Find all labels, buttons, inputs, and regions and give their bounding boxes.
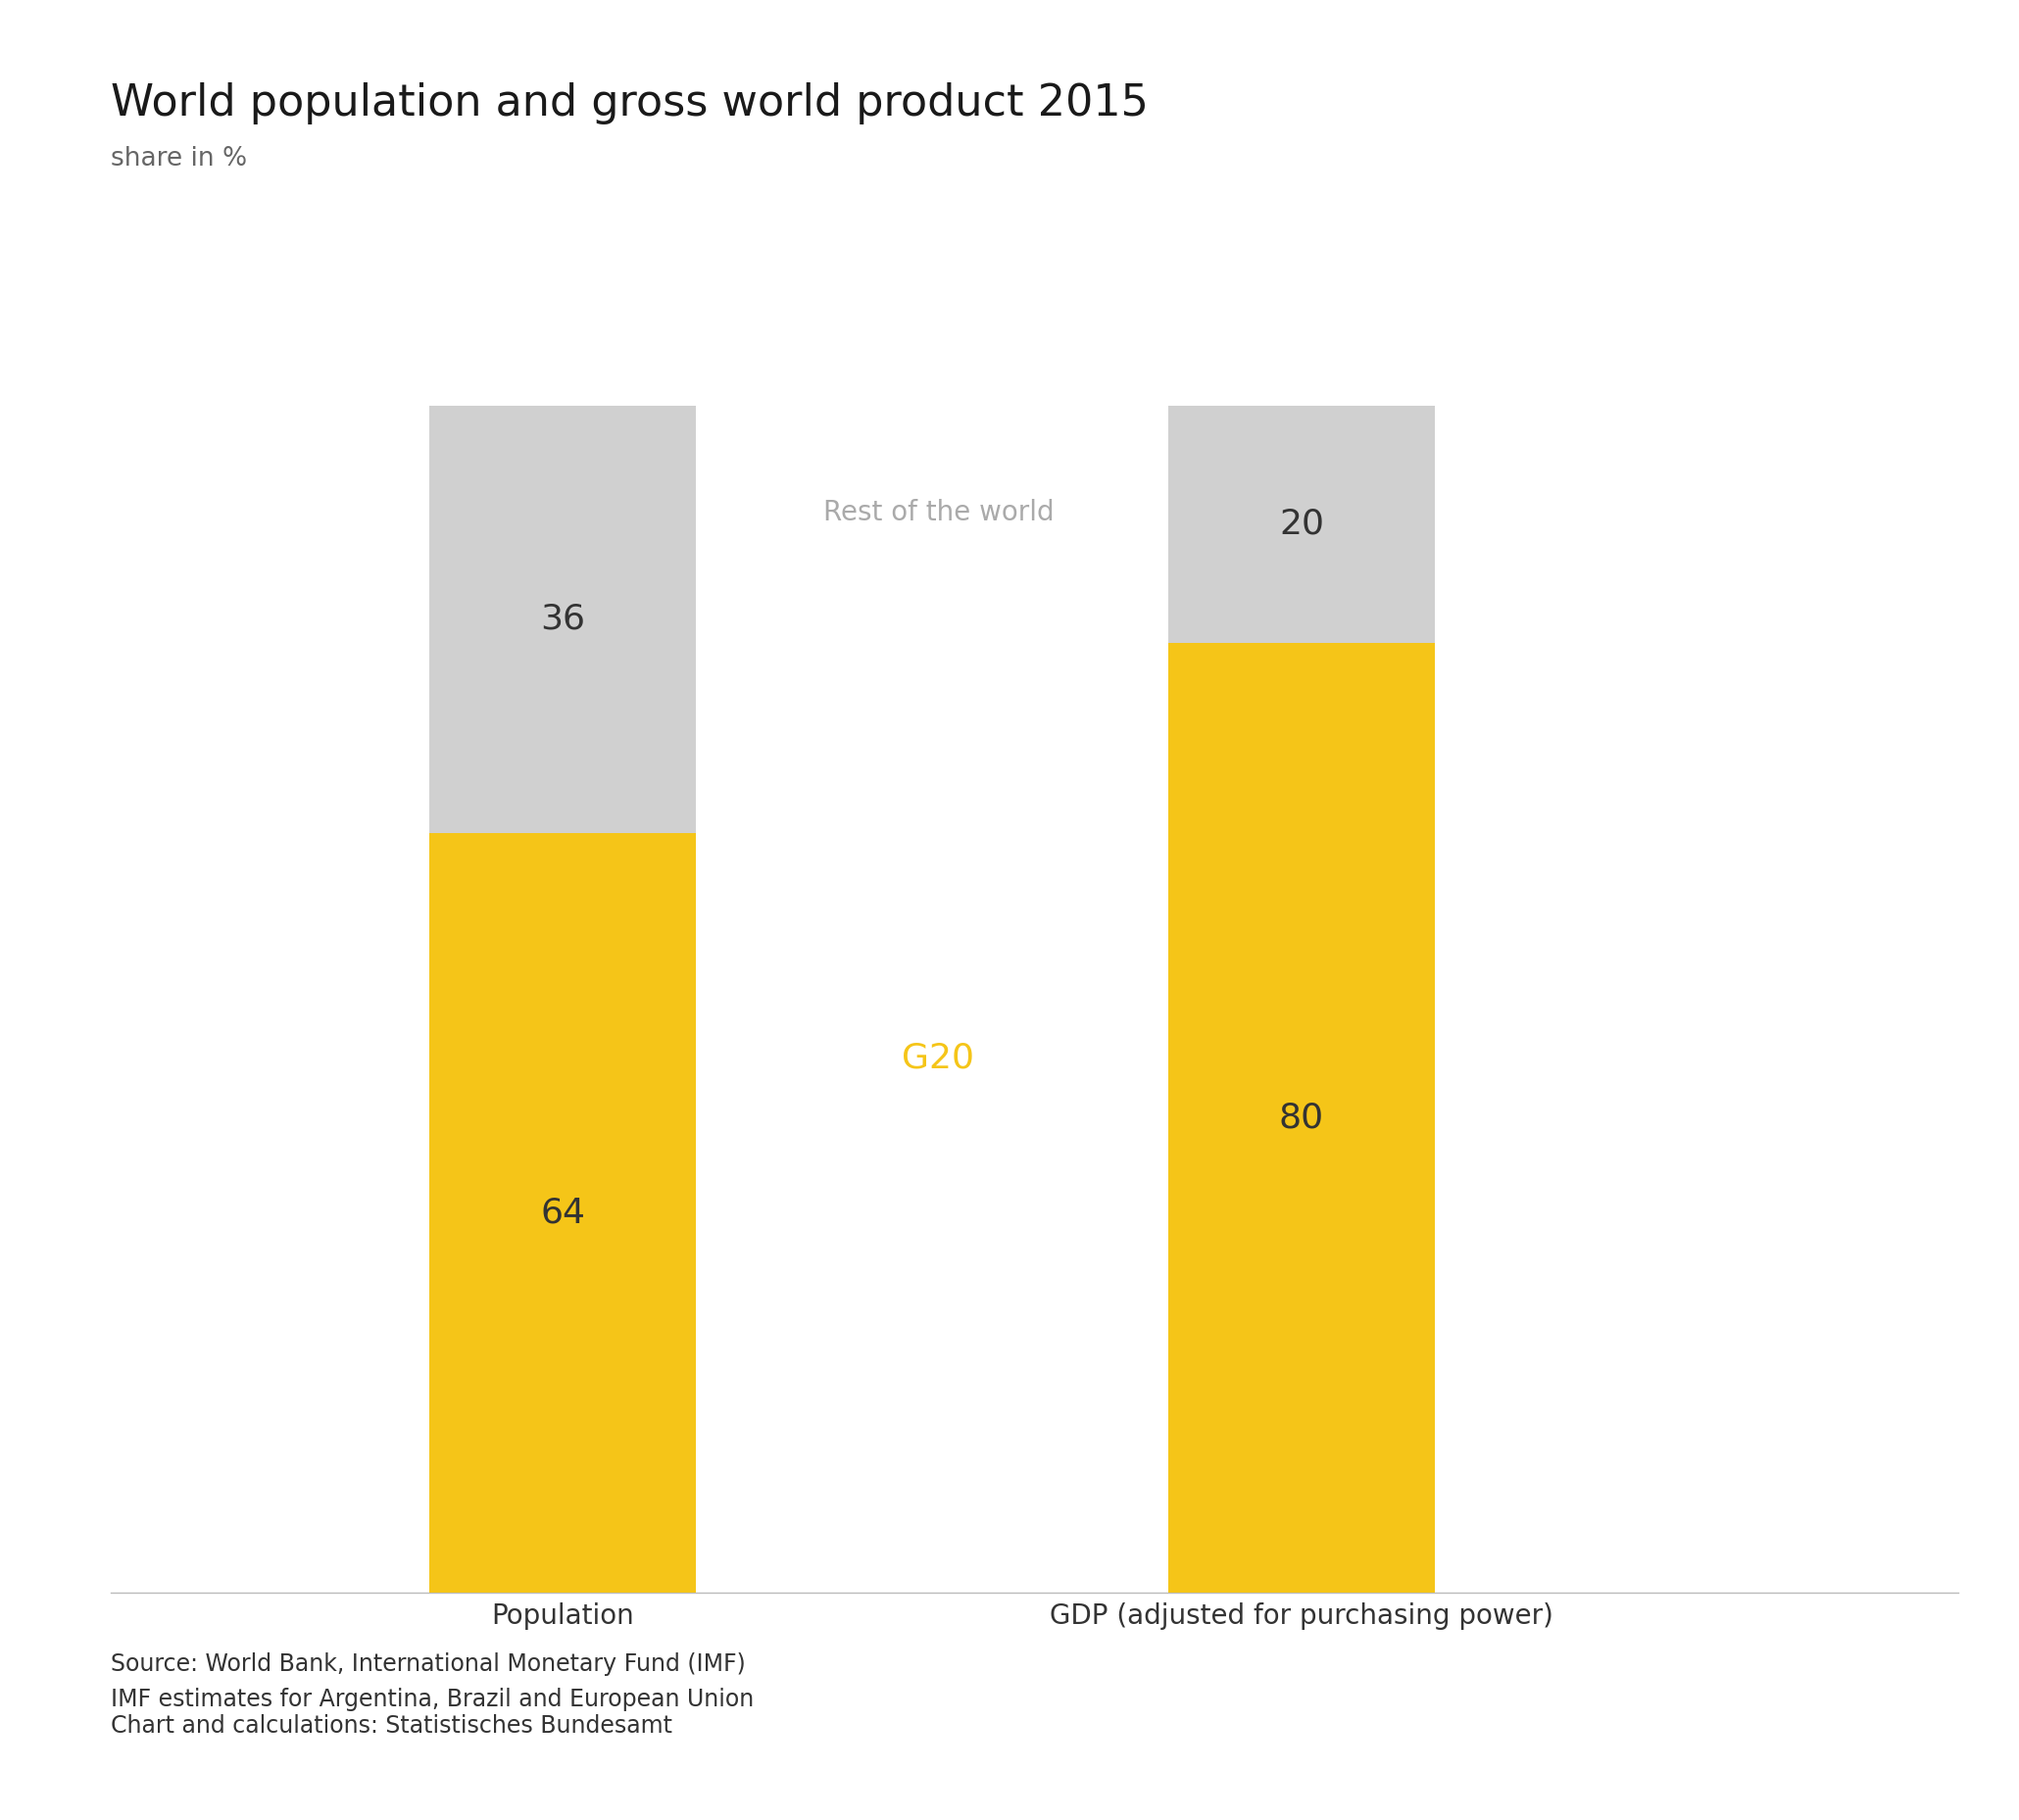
Text: 36: 36 (541, 602, 586, 635)
Text: Rest of the world: Rest of the world (824, 499, 1054, 526)
Bar (1169, 642, 1436, 1592)
Text: 80: 80 (1278, 1101, 1324, 1134)
Text: 64: 64 (541, 1196, 586, 1228)
Bar (1169, 406, 1436, 642)
Text: Source: World Bank, International Monetary Fund (IMF)
IMF estimates for Argentin: Source: World Bank, International Moneta… (111, 1653, 755, 1711)
Text: Chart and calculations: Statistisches Bundesamt: Chart and calculations: Statistisches Bu… (111, 1714, 672, 1738)
Bar (430, 406, 697, 834)
Text: World population and gross world product 2015: World population and gross world product… (111, 82, 1149, 124)
Text: G20: G20 (902, 1041, 975, 1076)
Bar (430, 834, 697, 1592)
Text: share in %: share in % (111, 146, 248, 171)
Text: 20: 20 (1280, 508, 1324, 541)
